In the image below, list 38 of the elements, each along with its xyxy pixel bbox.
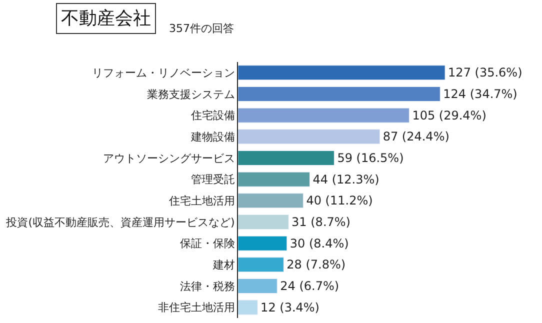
data-label: 12 (3.4%) [260,300,320,314]
y-tick-label: 業務支援システム [146,88,235,101]
bar [238,108,410,123]
data-label: 44 (12.3%) [312,172,380,186]
data-label: 31 (8.7%) [292,215,350,229]
bar [238,129,380,144]
chart-title: 不動産会社 [61,8,151,29]
bar [238,172,310,187]
bar [238,214,289,230]
y-tick-label: 法律・税務 [180,280,235,293]
y-tick-label: リフォーム・リノベーション [92,66,235,80]
bar [238,236,288,251]
data-label: 127 (35.6%) [448,66,522,80]
y-tick-label: 非住宅土地活用 [158,301,235,314]
bar [238,300,258,315]
bar [238,278,278,294]
y-tick-label: 保証・保険 [180,237,235,250]
bar [238,65,446,80]
data-label: 105 (29.4%) [412,108,486,122]
data-label: 124 (34.7%) [443,87,518,101]
bar [238,86,440,102]
data-label: 87 (24.4%) [382,130,450,144]
y-tick-label: 投資(収益不動産販売、資産運用サービスなど) [5,216,235,229]
chart-subtitle: 357件の回答 [169,22,234,35]
bar [238,257,284,272]
y-tick-label: 住宅土地活用 [168,194,235,208]
data-label: 28 (7.8%) [286,258,346,272]
data-label: 30 (8.4%) [290,236,349,250]
bar [238,193,304,208]
y-tick-label: 住宅設備 [190,109,235,122]
y-tick-label: 建材 [212,258,235,272]
y-tick-label: 管理受託 [190,173,235,186]
y-tick-label: 建物設備 [190,130,235,144]
y-tick-label: アウトソーシングサービス [102,152,235,165]
data-label: 24 (6.7%) [280,279,340,293]
data-label: 40 (11.2%) [306,194,373,208]
data-label: 59 (16.5%) [337,151,404,165]
bar [238,150,334,166]
